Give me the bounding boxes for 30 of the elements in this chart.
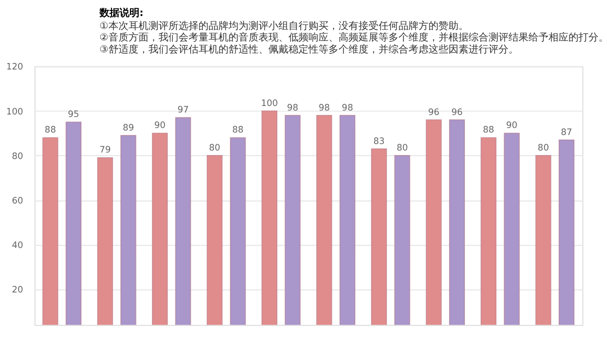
y-tick-label: 100	[6, 107, 24, 118]
y-tick-label: 80	[12, 152, 24, 162]
data-label: 88	[482, 126, 495, 136]
data-label: 90	[154, 121, 166, 132]
y-tick-label: 40	[12, 241, 24, 252]
data-label: 80	[538, 144, 550, 154]
text: ③舒适度，我们会评估耳机的舒适性、佩戴稳定性等多个维度，并综合考虑这些因素进行评分。	[100, 43, 518, 56]
data-label: 98	[287, 103, 299, 114]
text: ②音质方面，我们会考量耳机的音质表现、低频响应、高频延展等多个维度，并根据综合测评结果给予相应的打分。	[100, 32, 607, 44]
data-label: 88	[232, 126, 244, 136]
data-label: 98	[342, 103, 354, 114]
data-label: 89	[122, 123, 134, 134]
data-label: 98	[318, 103, 330, 114]
data-label: 83	[373, 136, 385, 147]
y-tick-label: 120	[6, 62, 24, 73]
data-label: 79	[99, 146, 112, 156]
data-label: 96	[428, 108, 440, 118]
y-tick-label: 60	[12, 196, 24, 206]
data-label: 95	[68, 110, 80, 120]
chart-title: 数据说明:	[98, 6, 144, 19]
data-label: 100	[260, 98, 278, 109]
data-label: 80	[396, 144, 408, 154]
y-tick-label: 20	[12, 286, 24, 296]
data-label: 90	[506, 121, 518, 132]
data-label: 88	[44, 126, 56, 136]
data-label: 97	[177, 106, 189, 116]
data-label: 80	[209, 144, 221, 154]
data-label: 96	[451, 108, 463, 118]
text: ①本次耳机测评所选择的品牌均为测评小组自行购买，没有接受任何品牌方的赞助。	[100, 20, 468, 32]
data-label: 87	[560, 128, 572, 138]
